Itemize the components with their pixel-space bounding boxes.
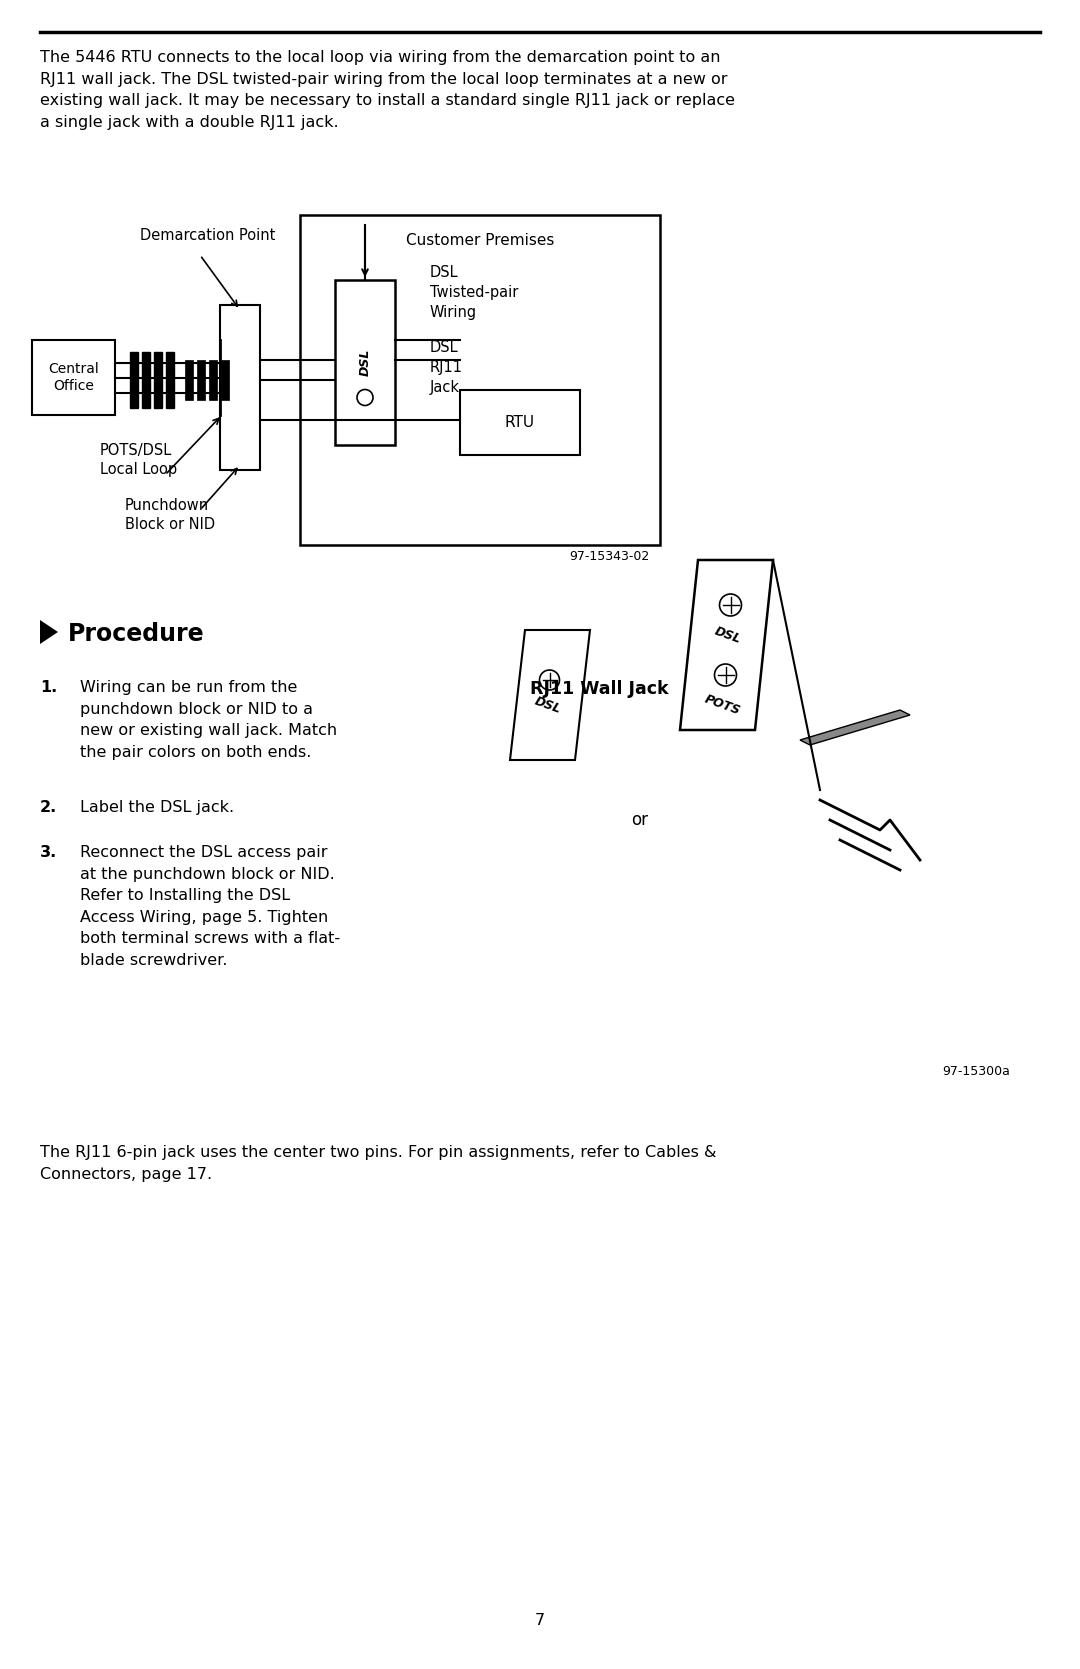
Text: RJ11 Wall Jack: RJ11 Wall Jack xyxy=(530,679,669,698)
Text: Customer Premises: Customer Premises xyxy=(406,234,554,249)
Polygon shape xyxy=(197,361,205,401)
Text: POTS/DSL
Local Loop: POTS/DSL Local Loop xyxy=(100,442,177,477)
Polygon shape xyxy=(185,361,193,401)
Text: Punchdown
Block or NID: Punchdown Block or NID xyxy=(125,497,215,532)
Text: DSL
Twisted-pair
Wiring: DSL Twisted-pair Wiring xyxy=(430,265,518,319)
Text: Reconnect the DSL access pair
at the punchdown block or NID.
Refer to Installing: Reconnect the DSL access pair at the pun… xyxy=(80,845,340,968)
Text: Procedure: Procedure xyxy=(68,623,204,646)
Text: Demarcation Point: Demarcation Point xyxy=(140,227,275,242)
Polygon shape xyxy=(166,352,174,407)
Text: DSL: DSL xyxy=(359,349,372,376)
Text: or: or xyxy=(632,811,648,829)
Polygon shape xyxy=(800,709,910,744)
Polygon shape xyxy=(210,361,217,401)
Text: POTS: POTS xyxy=(703,693,742,718)
Polygon shape xyxy=(130,352,138,407)
Text: DSL: DSL xyxy=(532,694,563,716)
Text: DSL: DSL xyxy=(713,624,743,646)
Text: DSL
RJ11
Jack: DSL RJ11 Jack xyxy=(430,340,463,394)
Text: 1.: 1. xyxy=(40,679,57,694)
Polygon shape xyxy=(141,352,150,407)
Text: 7: 7 xyxy=(535,1612,545,1627)
Text: RTU: RTU xyxy=(505,416,535,431)
Polygon shape xyxy=(40,619,58,644)
Text: The RJ11 6-pin jack uses the center two pins. For pin assignments, refer to Cabl: The RJ11 6-pin jack uses the center two … xyxy=(40,1145,716,1182)
Text: Label the DSL jack.: Label the DSL jack. xyxy=(80,799,234,814)
Text: Wiring can be run from the
punchdown block or NID to a
new or existing wall jack: Wiring can be run from the punchdown blo… xyxy=(80,679,337,759)
Text: 3.: 3. xyxy=(40,845,57,860)
Text: 97-15343-02: 97-15343-02 xyxy=(570,551,650,562)
Text: 2.: 2. xyxy=(40,799,57,814)
Polygon shape xyxy=(154,352,162,407)
Polygon shape xyxy=(221,361,229,401)
Text: Central
Office: Central Office xyxy=(49,362,99,392)
Text: The 5446 RTU connects to the local loop via wiring from the demarcation point to: The 5446 RTU connects to the local loop … xyxy=(40,50,735,130)
Text: 97-15300a: 97-15300a xyxy=(942,1065,1010,1078)
